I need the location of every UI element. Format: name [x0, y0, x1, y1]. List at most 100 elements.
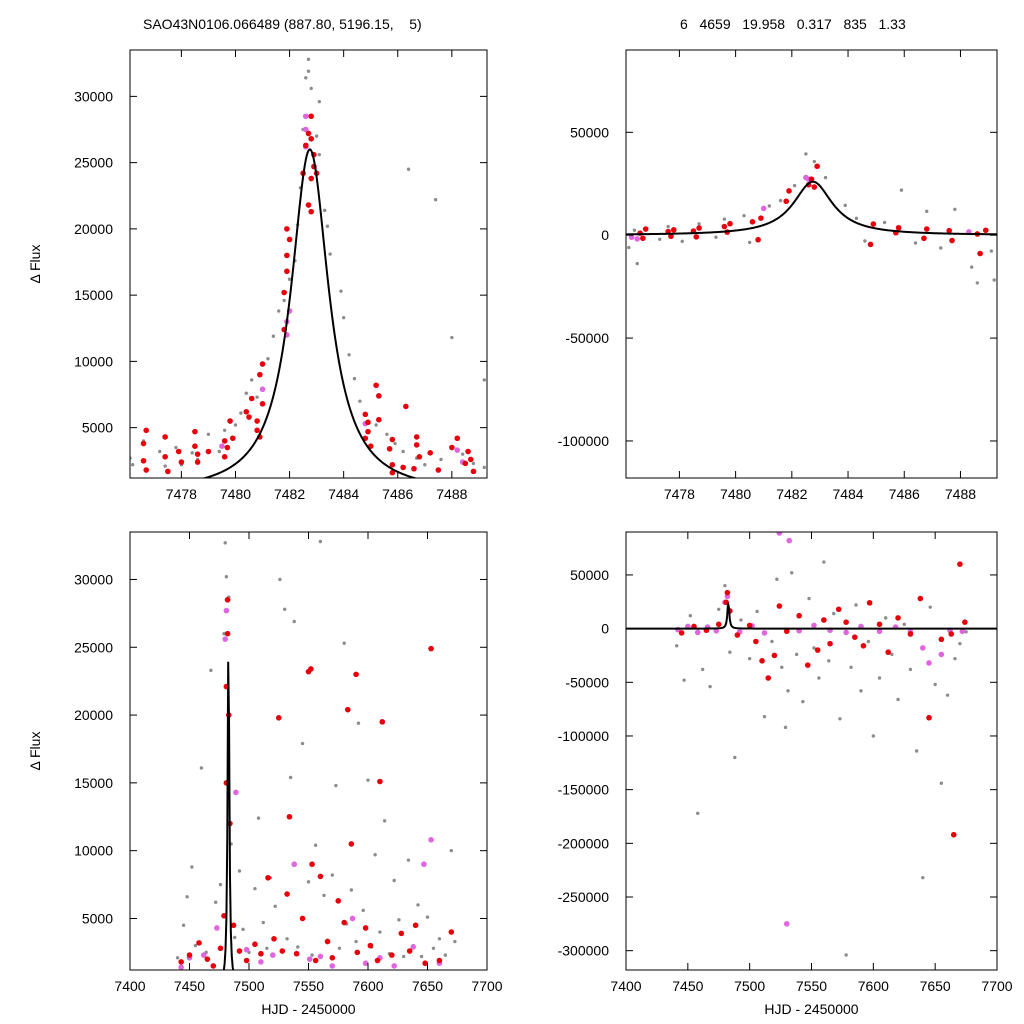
- data-point-red: [308, 175, 315, 182]
- series-red: [637, 163, 989, 257]
- data-point-red: [411, 465, 417, 472]
- data-point-red: [344, 706, 351, 713]
- x-tick-label: 7700: [981, 978, 1012, 994]
- data-point-gray: [222, 632, 226, 636]
- y-axis-label: Δ Flux: [27, 732, 43, 771]
- data-point-red: [162, 434, 168, 440]
- data-point-gray: [334, 783, 338, 788]
- data-point-gray: [218, 882, 223, 887]
- y-tick-label: 0: [601, 621, 609, 637]
- data-point-gray: [277, 309, 281, 313]
- data-point-red: [308, 113, 315, 120]
- data-point-gray: [697, 222, 701, 226]
- data-point-gray: [431, 946, 436, 951]
- data-point-magenta: [634, 236, 641, 242]
- data-point-gray: [708, 684, 712, 689]
- data-point-gray: [755, 609, 759, 614]
- data-point-red: [224, 444, 231, 451]
- data-point-red: [389, 461, 396, 468]
- data-point-gray: [241, 927, 245, 932]
- data-point-gray: [953, 656, 957, 661]
- data-point-red: [977, 250, 983, 257]
- data-point-gray: [843, 203, 847, 208]
- data-point-red: [866, 600, 873, 606]
- data-point-red: [696, 225, 702, 231]
- data-point-gray: [419, 954, 424, 959]
- data-point-gray: [318, 539, 323, 544]
- series-magenta: [178, 597, 443, 970]
- data-point-red: [721, 223, 728, 230]
- data-point-magenta: [786, 537, 793, 544]
- data-point-magenta: [214, 925, 220, 931]
- data-point-gray: [433, 198, 438, 202]
- data-point-gray: [992, 278, 996, 282]
- data-point-gray: [680, 239, 684, 244]
- data-point-red: [448, 929, 455, 935]
- y-tick-label: 15000: [74, 287, 113, 303]
- data-point-magenta: [761, 630, 768, 636]
- figure-title-right: 6 4659 19.958 0.317 835 1.33: [680, 16, 906, 32]
- data-point-red: [938, 636, 945, 643]
- data-point-gray: [933, 682, 937, 687]
- data-point-gray: [822, 560, 826, 564]
- data-point-magenta: [223, 607, 230, 614]
- data-point-gray: [199, 766, 204, 770]
- data-point-red: [724, 589, 731, 596]
- data-point-red: [436, 957, 443, 964]
- data-point-magenta: [258, 959, 264, 965]
- x-tick-label: 7700: [471, 978, 502, 994]
- data-point-gray: [309, 86, 313, 91]
- data-point-gray: [460, 452, 465, 456]
- data-point-red: [286, 813, 293, 820]
- data-point-magenta: [628, 234, 635, 241]
- data-point-gray: [330, 873, 334, 877]
- data-point-gray: [224, 575, 229, 579]
- data-point-magenta: [200, 952, 207, 958]
- data-point-red: [428, 645, 434, 652]
- data-point-magenta: [760, 205, 767, 212]
- y-tick-label: 50000: [570, 567, 609, 583]
- data-point-red: [329, 954, 336, 961]
- data-point-magenta: [938, 651, 945, 658]
- y-tick-label: 50000: [570, 124, 609, 140]
- data-point-red: [670, 227, 677, 233]
- data-point-gray: [854, 216, 859, 221]
- data-point-gray: [342, 641, 346, 645]
- data-point-gray: [884, 616, 888, 620]
- data-point-red: [398, 930, 405, 937]
- data-point-magenta: [302, 113, 309, 120]
- data-point-gray: [378, 930, 382, 934]
- data-point-red: [308, 135, 315, 142]
- x-tick-label: 7486: [889, 486, 920, 502]
- data-point-magenta: [843, 629, 849, 636]
- data-point-red: [377, 778, 383, 785]
- data-point-gray: [899, 188, 904, 192]
- x-tick-label: 7482: [776, 486, 807, 502]
- data-point-gray: [317, 99, 322, 104]
- data-point-magenta: [233, 789, 239, 796]
- data-point-gray: [190, 865, 194, 869]
- data-point-red: [759, 658, 765, 664]
- data-point-magenta: [410, 944, 417, 950]
- data-point-red: [796, 612, 802, 619]
- data-point-gray: [239, 411, 243, 415]
- data-point-gray: [306, 57, 311, 61]
- data-point-red: [271, 936, 277, 942]
- data-point-red: [783, 198, 790, 205]
- data-point-gray: [347, 353, 351, 357]
- data-point-gray: [392, 878, 396, 883]
- y-tick-label: -300000: [558, 943, 610, 959]
- data-point-gray: [786, 689, 790, 693]
- data-point-red: [923, 226, 930, 232]
- data-point-red: [749, 219, 756, 225]
- data-point-magenta: [219, 443, 225, 449]
- data-point-red: [379, 719, 386, 725]
- data-point-red: [668, 233, 674, 240]
- data-point-gray: [385, 432, 389, 436]
- data-point-red: [413, 434, 420, 440]
- data-point-red: [293, 950, 300, 957]
- data-point-red: [312, 957, 319, 964]
- data-point-gray: [739, 618, 743, 622]
- data-point-magenta: [222, 636, 228, 642]
- plot-frame: [625, 49, 998, 479]
